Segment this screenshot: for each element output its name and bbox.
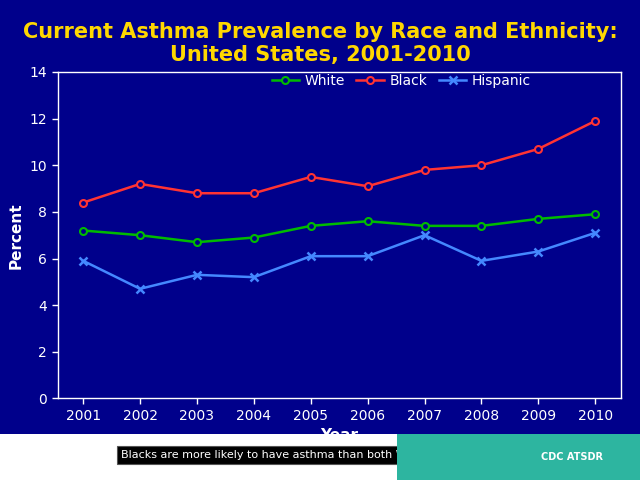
White	[79, 228, 87, 233]
White	[307, 223, 315, 229]
Hispanic	[477, 258, 485, 264]
Hispanic	[193, 272, 201, 278]
Text: CDC ATSDR: CDC ATSDR	[541, 452, 603, 462]
Black	[364, 183, 371, 189]
X-axis label: Year: Year	[320, 428, 358, 444]
Hispanic	[534, 249, 542, 254]
White	[591, 211, 599, 217]
Line: Black: Black	[80, 118, 598, 206]
Black	[79, 200, 87, 205]
Black	[307, 174, 315, 180]
Hispanic	[250, 274, 258, 280]
Line: Hispanic: Hispanic	[79, 228, 600, 293]
White	[136, 232, 144, 238]
Hispanic	[420, 232, 428, 238]
Line: White: White	[80, 211, 598, 246]
Hispanic	[79, 258, 87, 264]
White	[364, 218, 371, 224]
White	[534, 216, 542, 222]
White	[420, 223, 428, 229]
White	[193, 240, 201, 245]
Black	[250, 191, 258, 196]
Y-axis label: Percent: Percent	[9, 202, 24, 268]
Black	[136, 181, 144, 187]
Black	[534, 146, 542, 152]
Hispanic	[364, 253, 371, 259]
White	[477, 223, 485, 229]
Text: Blacks are more likely to have asthma than both Whites and Hispanics.: Blacks are more likely to have asthma th…	[121, 450, 519, 460]
Black	[193, 191, 201, 196]
Black	[591, 118, 599, 124]
Hispanic	[307, 253, 315, 259]
Legend: White, Black, Hispanic: White, Black, Hispanic	[266, 69, 537, 94]
Hispanic	[591, 230, 599, 236]
Black	[420, 167, 428, 173]
Black	[477, 162, 485, 168]
White	[250, 235, 258, 240]
Text: Current Asthma Prevalence by Race and Ethnicity:
United States, 2001-2010: Current Asthma Prevalence by Race and Et…	[22, 22, 618, 65]
Hispanic	[136, 286, 144, 292]
